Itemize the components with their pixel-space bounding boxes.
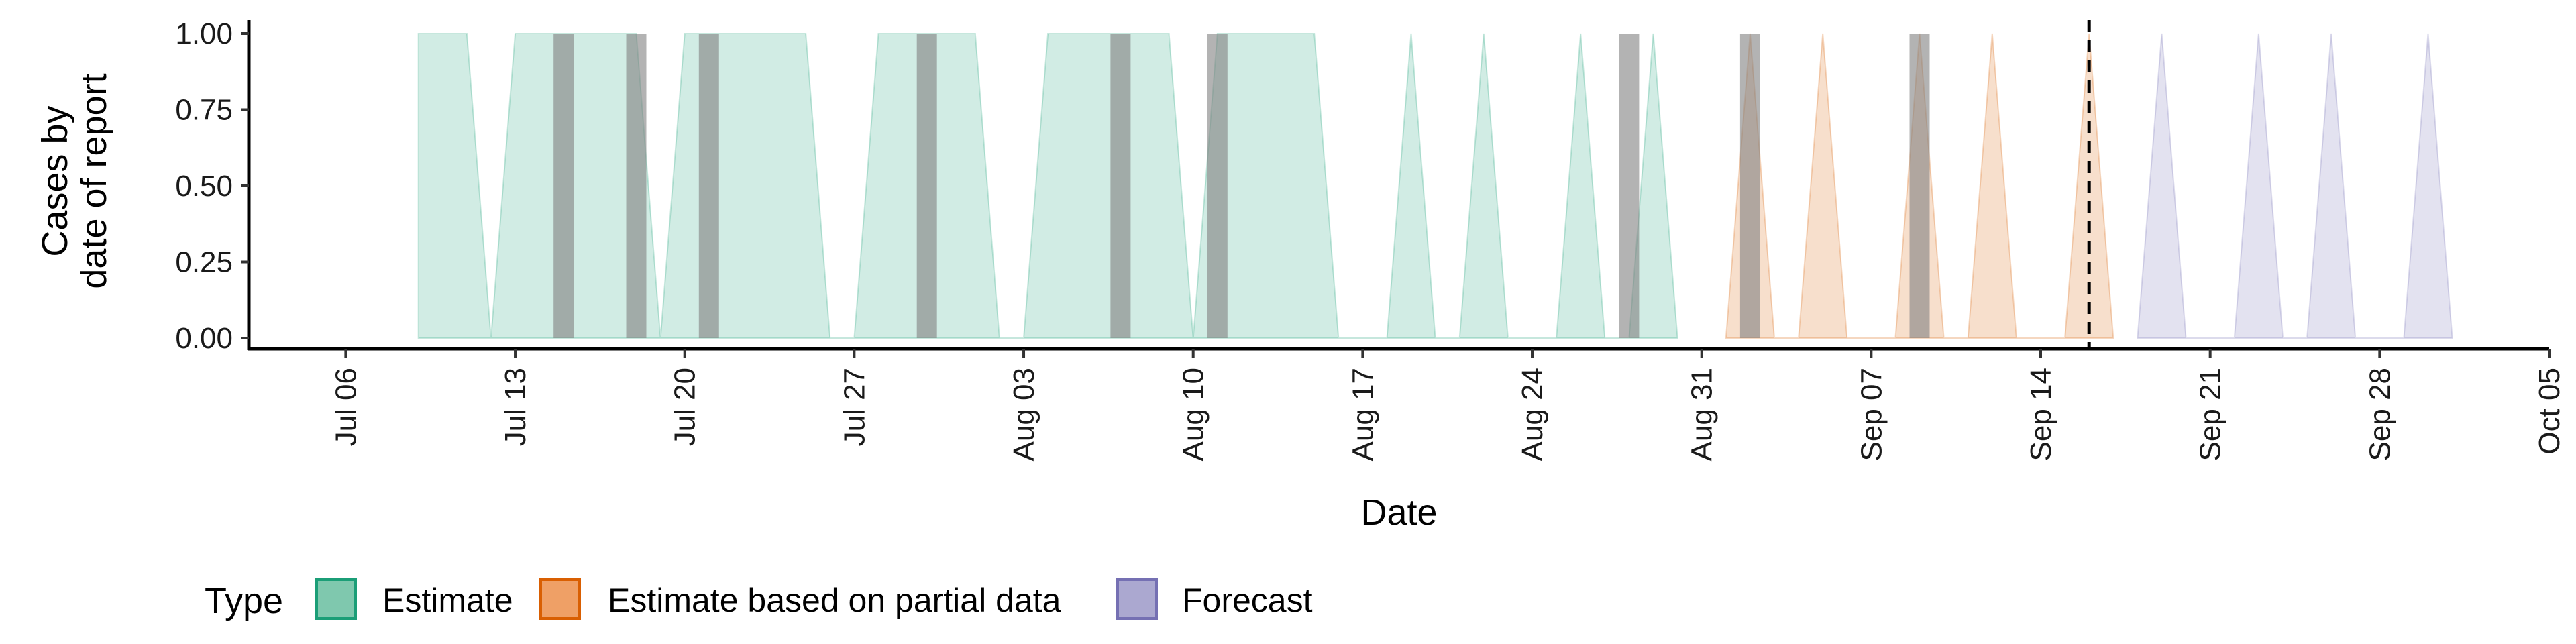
series-area-3	[2137, 33, 2453, 339]
x-tick-label: Jul 27	[838, 368, 871, 446]
x-tick-label: Aug 31	[1686, 368, 1719, 461]
legend-label-1: Estimate	[382, 582, 513, 619]
y-tick-label: 1.00	[175, 17, 233, 50]
reported-cases-bar	[916, 34, 937, 338]
y-tick-label: 0.25	[175, 246, 233, 279]
x-tick-label: Aug 03	[1008, 368, 1040, 461]
reported-cases-bar	[1619, 34, 1640, 338]
x-tick-label: Sep 07	[1855, 368, 1888, 461]
reported-cases-bar	[1207, 34, 1228, 338]
legend-label-3: Forecast	[1182, 582, 1313, 619]
y-tick-label: 0.00	[175, 322, 233, 355]
reported-cases-bar	[1739, 34, 1760, 338]
x-tick-label: Aug 10	[1177, 368, 1210, 461]
x-tick-label: Sep 28	[2363, 368, 2396, 461]
series-area-1	[417, 33, 1678, 339]
x-tick-label: Oct 05	[2533, 368, 2566, 455]
x-tick-label: Aug 24	[1516, 368, 1549, 461]
x-tick-label: Sep 21	[2194, 368, 2227, 461]
legend-swatch-2	[539, 578, 581, 620]
reported-cases-bar	[1909, 34, 1930, 338]
y-tick-label: 0.50	[175, 170, 233, 203]
y-axis-title: Cases bydate of report	[35, 73, 114, 288]
reported-cases-bar	[698, 34, 719, 338]
plot-area	[417, 20, 2453, 349]
reported-cases-bar	[553, 34, 574, 338]
axes: 0.00 0.25 0.50 0.75 1.00 Jul 06 Jul 13 Jul 20 Ju…	[35, 17, 2566, 533]
legend: Type Estimate Estimate based on partial da…	[205, 578, 1313, 621]
x-tick-label: Jul 13	[499, 368, 532, 446]
legend-title: Type	[205, 581, 283, 621]
y-axis-title-line: Cases by	[35, 105, 75, 256]
legend-swatch-3	[1116, 578, 1158, 620]
y-axis-title-line: date of report	[74, 73, 114, 288]
x-tick-label: Jul 20	[669, 368, 702, 446]
x-tick-label: Aug 17	[1346, 368, 1379, 461]
legend-swatch-1	[315, 578, 357, 620]
reported-cases-bar	[626, 34, 647, 338]
x-tick-label: Sep 14	[2025, 368, 2057, 461]
reported-cases-bar	[1110, 34, 1131, 338]
y-tick-label: 0.75	[175, 94, 233, 127]
x-axis-title: Date	[1360, 492, 1437, 533]
legend-label-2: Estimate based on partial data	[608, 582, 1061, 619]
x-tick-label: Jul 06	[329, 368, 362, 446]
